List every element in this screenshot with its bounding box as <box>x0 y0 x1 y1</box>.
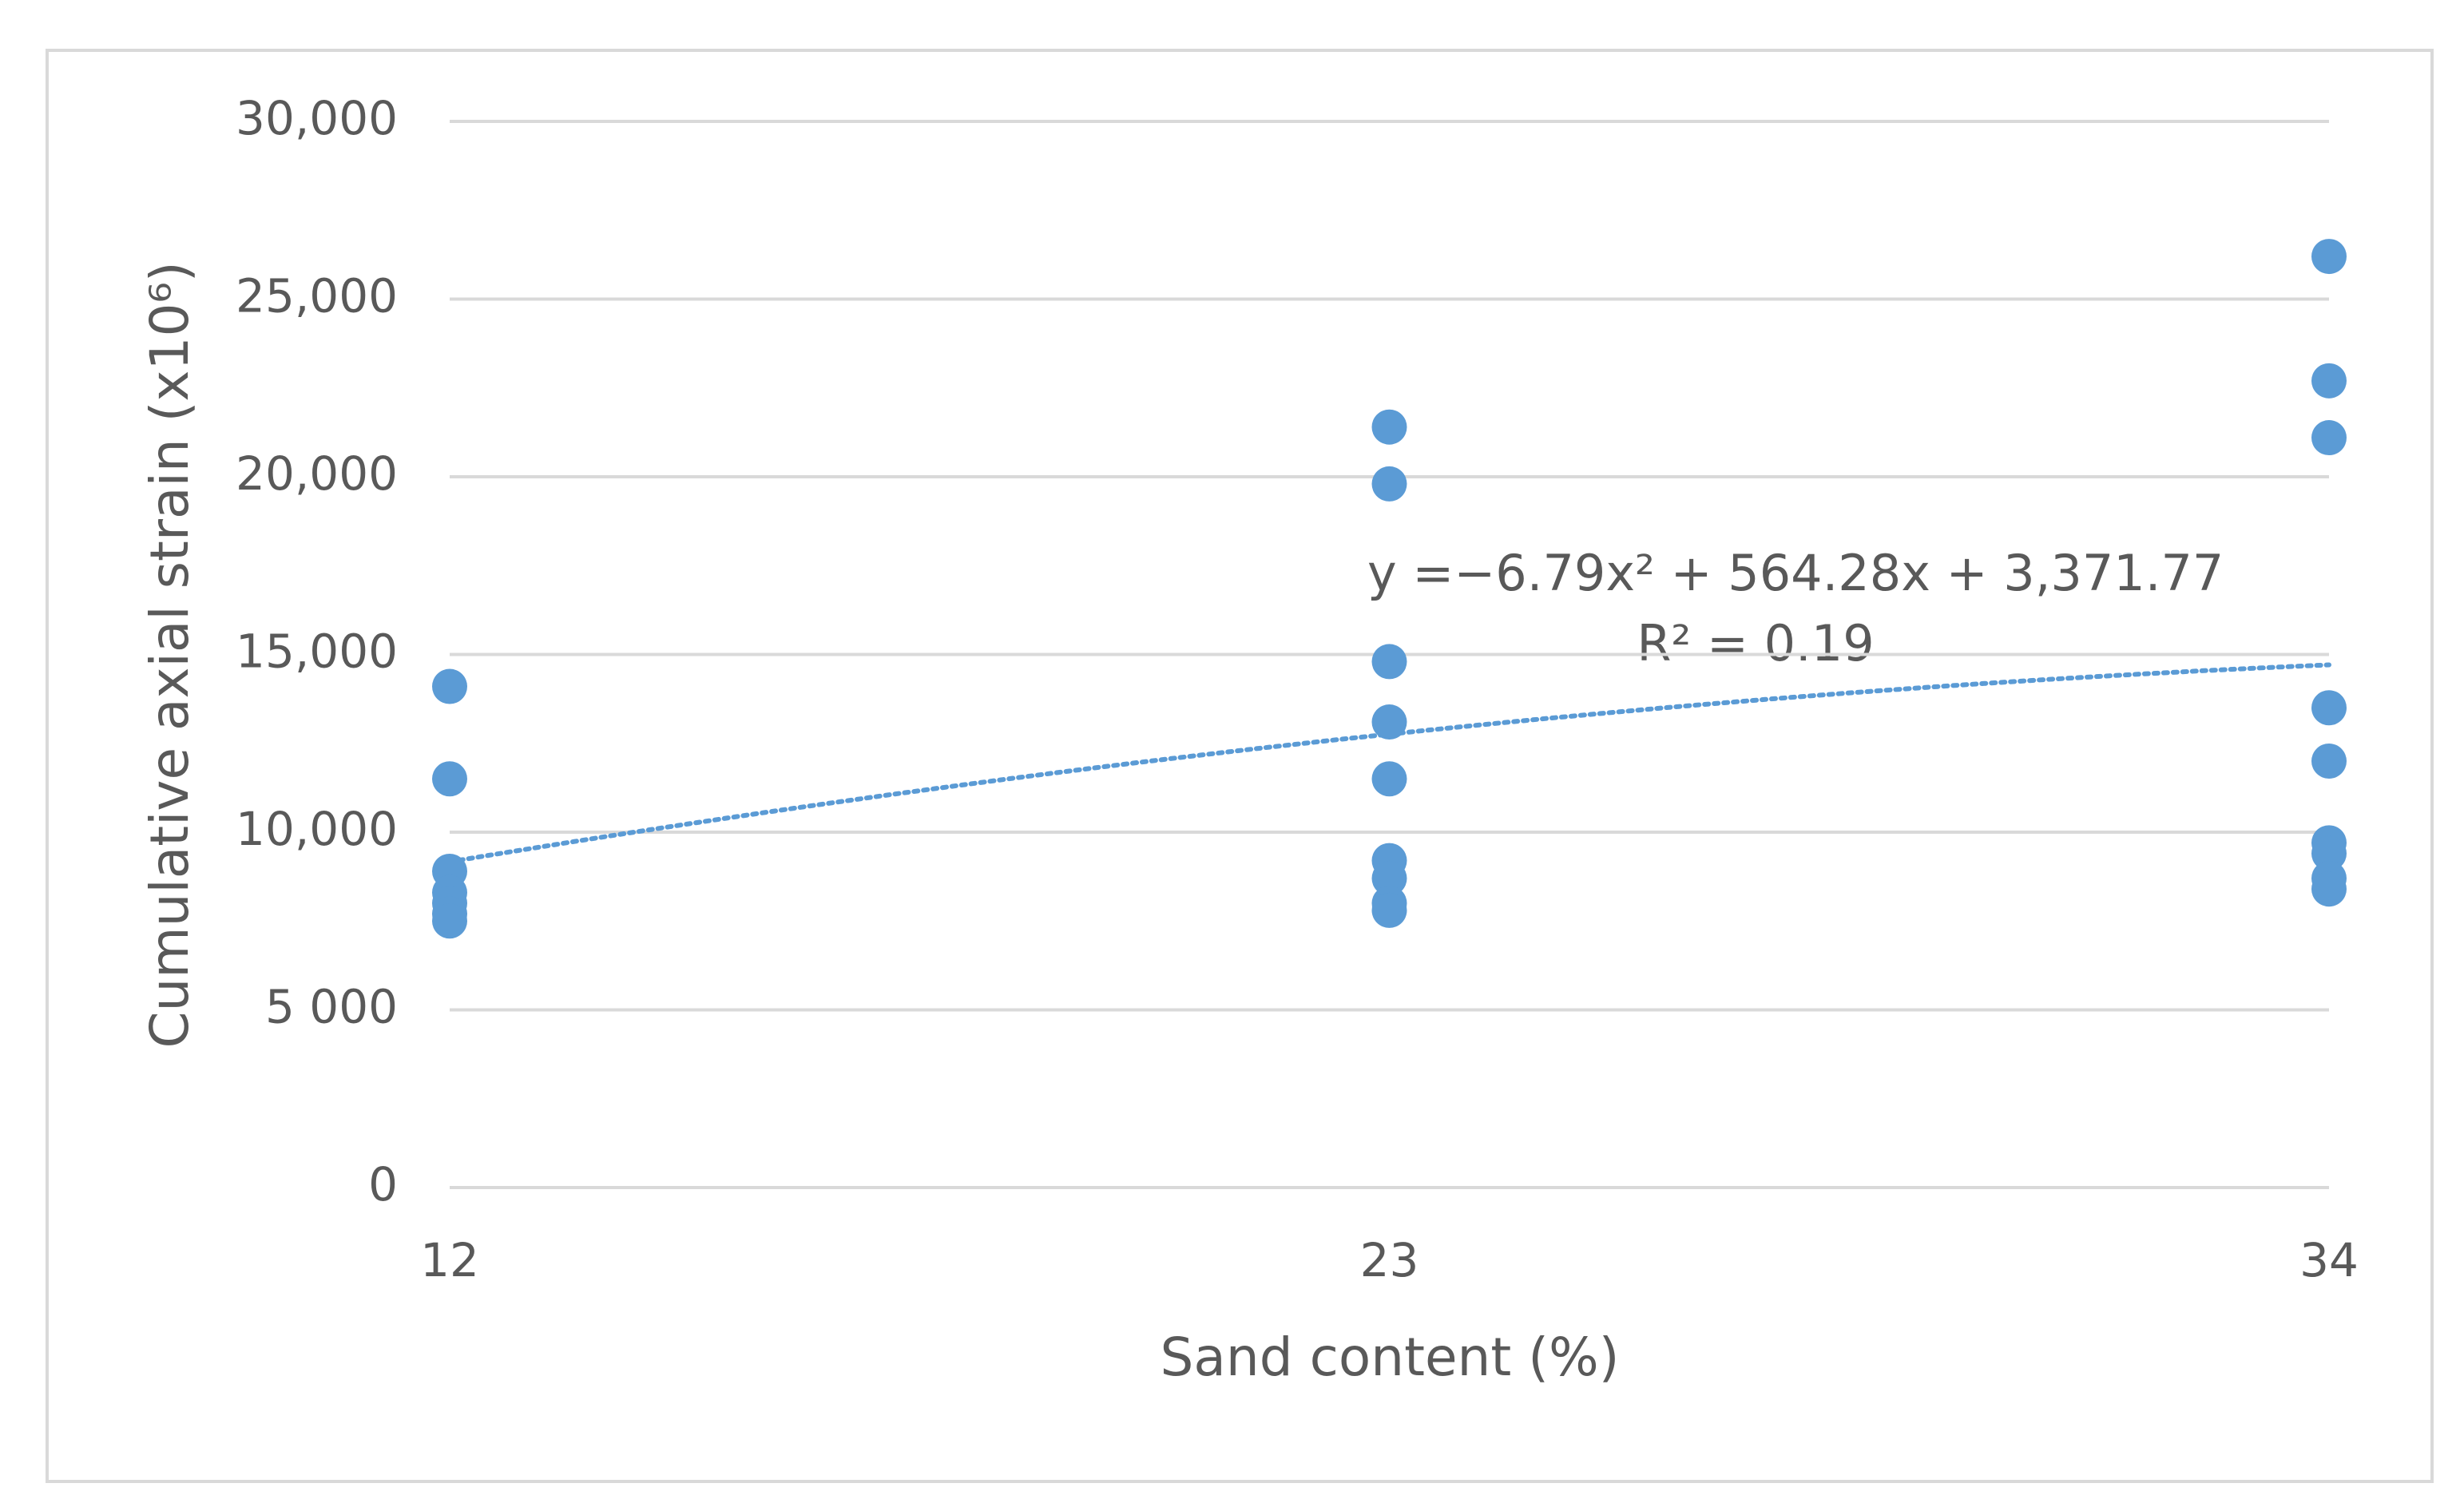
y-tick-label: 10,000 <box>236 802 398 856</box>
trendline-r2: R² = 0.19 <box>1637 614 1874 672</box>
point <box>1371 892 1407 928</box>
point <box>1371 761 1407 797</box>
point <box>2311 690 2347 726</box>
chart-frame <box>46 49 2434 1483</box>
point <box>1371 644 1407 680</box>
x-axis-title: Sand content (%) <box>1161 1327 1620 1388</box>
point <box>432 761 467 797</box>
y-axis-title: Cumulative axial strain (x10⁶) <box>139 261 200 1048</box>
point <box>1371 466 1407 502</box>
x-tick-label: 12 <box>420 1233 479 1287</box>
y-tick-label: 0 <box>368 1157 398 1212</box>
point <box>432 903 467 939</box>
point <box>2311 420 2347 456</box>
y-tick-label: 25,000 <box>236 269 398 323</box>
y-tick-label: 5 000 <box>265 980 398 1034</box>
point <box>2311 871 2347 907</box>
trendline-equation: y =−6.79x² + 564.28x + 3,371.77 <box>1367 544 2224 602</box>
y-tick-label: 20,000 <box>236 446 398 501</box>
y-tick-label: 15,000 <box>236 625 398 679</box>
point <box>2311 744 2347 779</box>
x-tick-label: 23 <box>1360 1233 1419 1287</box>
point <box>2311 835 2347 871</box>
point <box>432 668 467 704</box>
x-tick-label: 34 <box>2299 1233 2359 1287</box>
point <box>1371 409 1407 445</box>
point <box>2311 239 2347 275</box>
point <box>1371 860 1407 896</box>
point <box>1371 704 1407 740</box>
y-tick-label: 30,000 <box>236 91 398 145</box>
point <box>2311 363 2347 399</box>
